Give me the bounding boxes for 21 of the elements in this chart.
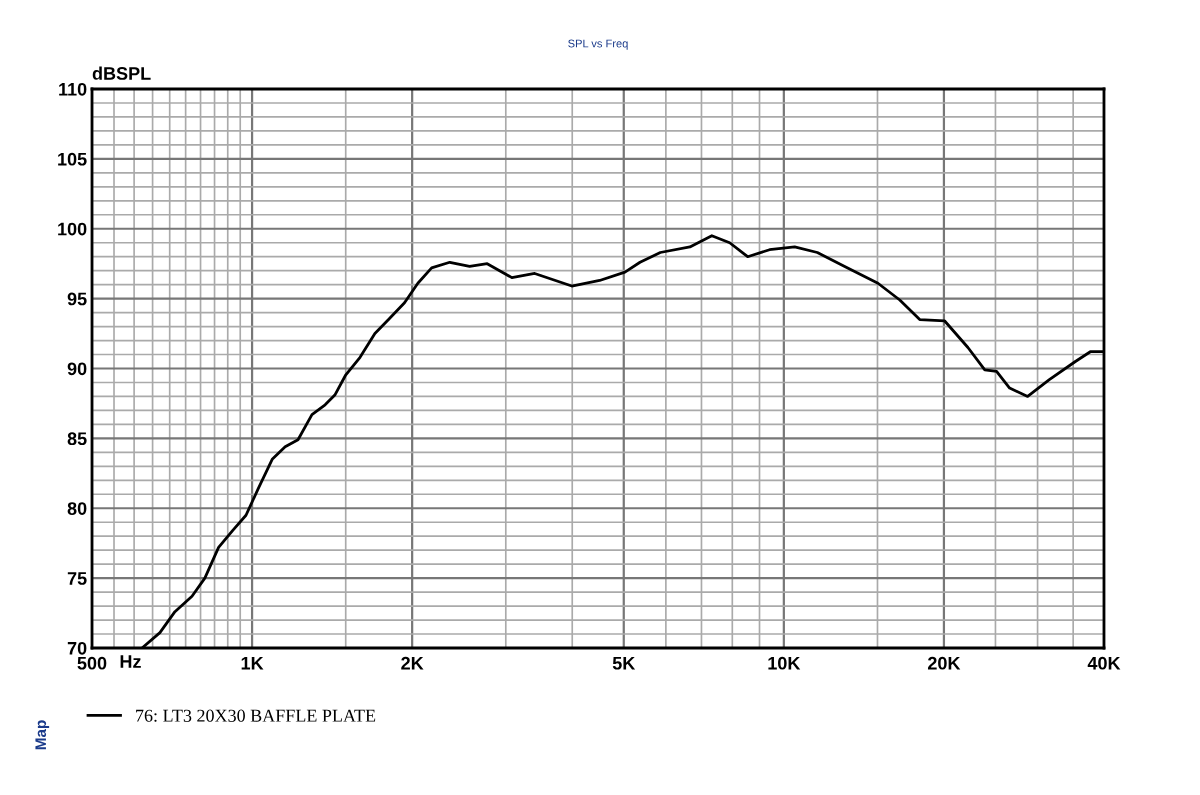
x-tick-label: 20K xyxy=(927,656,961,670)
x-tick-label: 2K xyxy=(401,656,424,670)
y-tick-label: 95 xyxy=(67,292,87,306)
x-tick-label: 500 xyxy=(77,656,107,670)
x-tick-label: 40K xyxy=(1087,656,1121,670)
x-axis-title: Hz xyxy=(120,655,141,668)
y-tick-label: 70 xyxy=(67,641,87,655)
y-tick-label: 110 xyxy=(59,82,87,96)
x-tick-label: 5K xyxy=(612,657,636,670)
x-tick-label: 10K xyxy=(768,656,801,670)
y-tick-label: 105 xyxy=(58,152,87,166)
legend-label: 76: LT3 20X30 BAFFLE PLATE xyxy=(136,709,376,722)
y-tick-label: 90 xyxy=(67,362,87,376)
y-tick-label: 100 xyxy=(58,222,87,236)
text: Map xyxy=(35,720,50,750)
y-tick-label: 85 xyxy=(67,432,87,446)
y-tick-label: 75 xyxy=(67,572,87,585)
x-tick-label: 1K xyxy=(241,657,264,670)
y-axis-title: dBSPL xyxy=(92,66,151,80)
y-tick-label: 80 xyxy=(67,502,87,515)
chart-title: SPL vs Freq xyxy=(568,39,628,50)
